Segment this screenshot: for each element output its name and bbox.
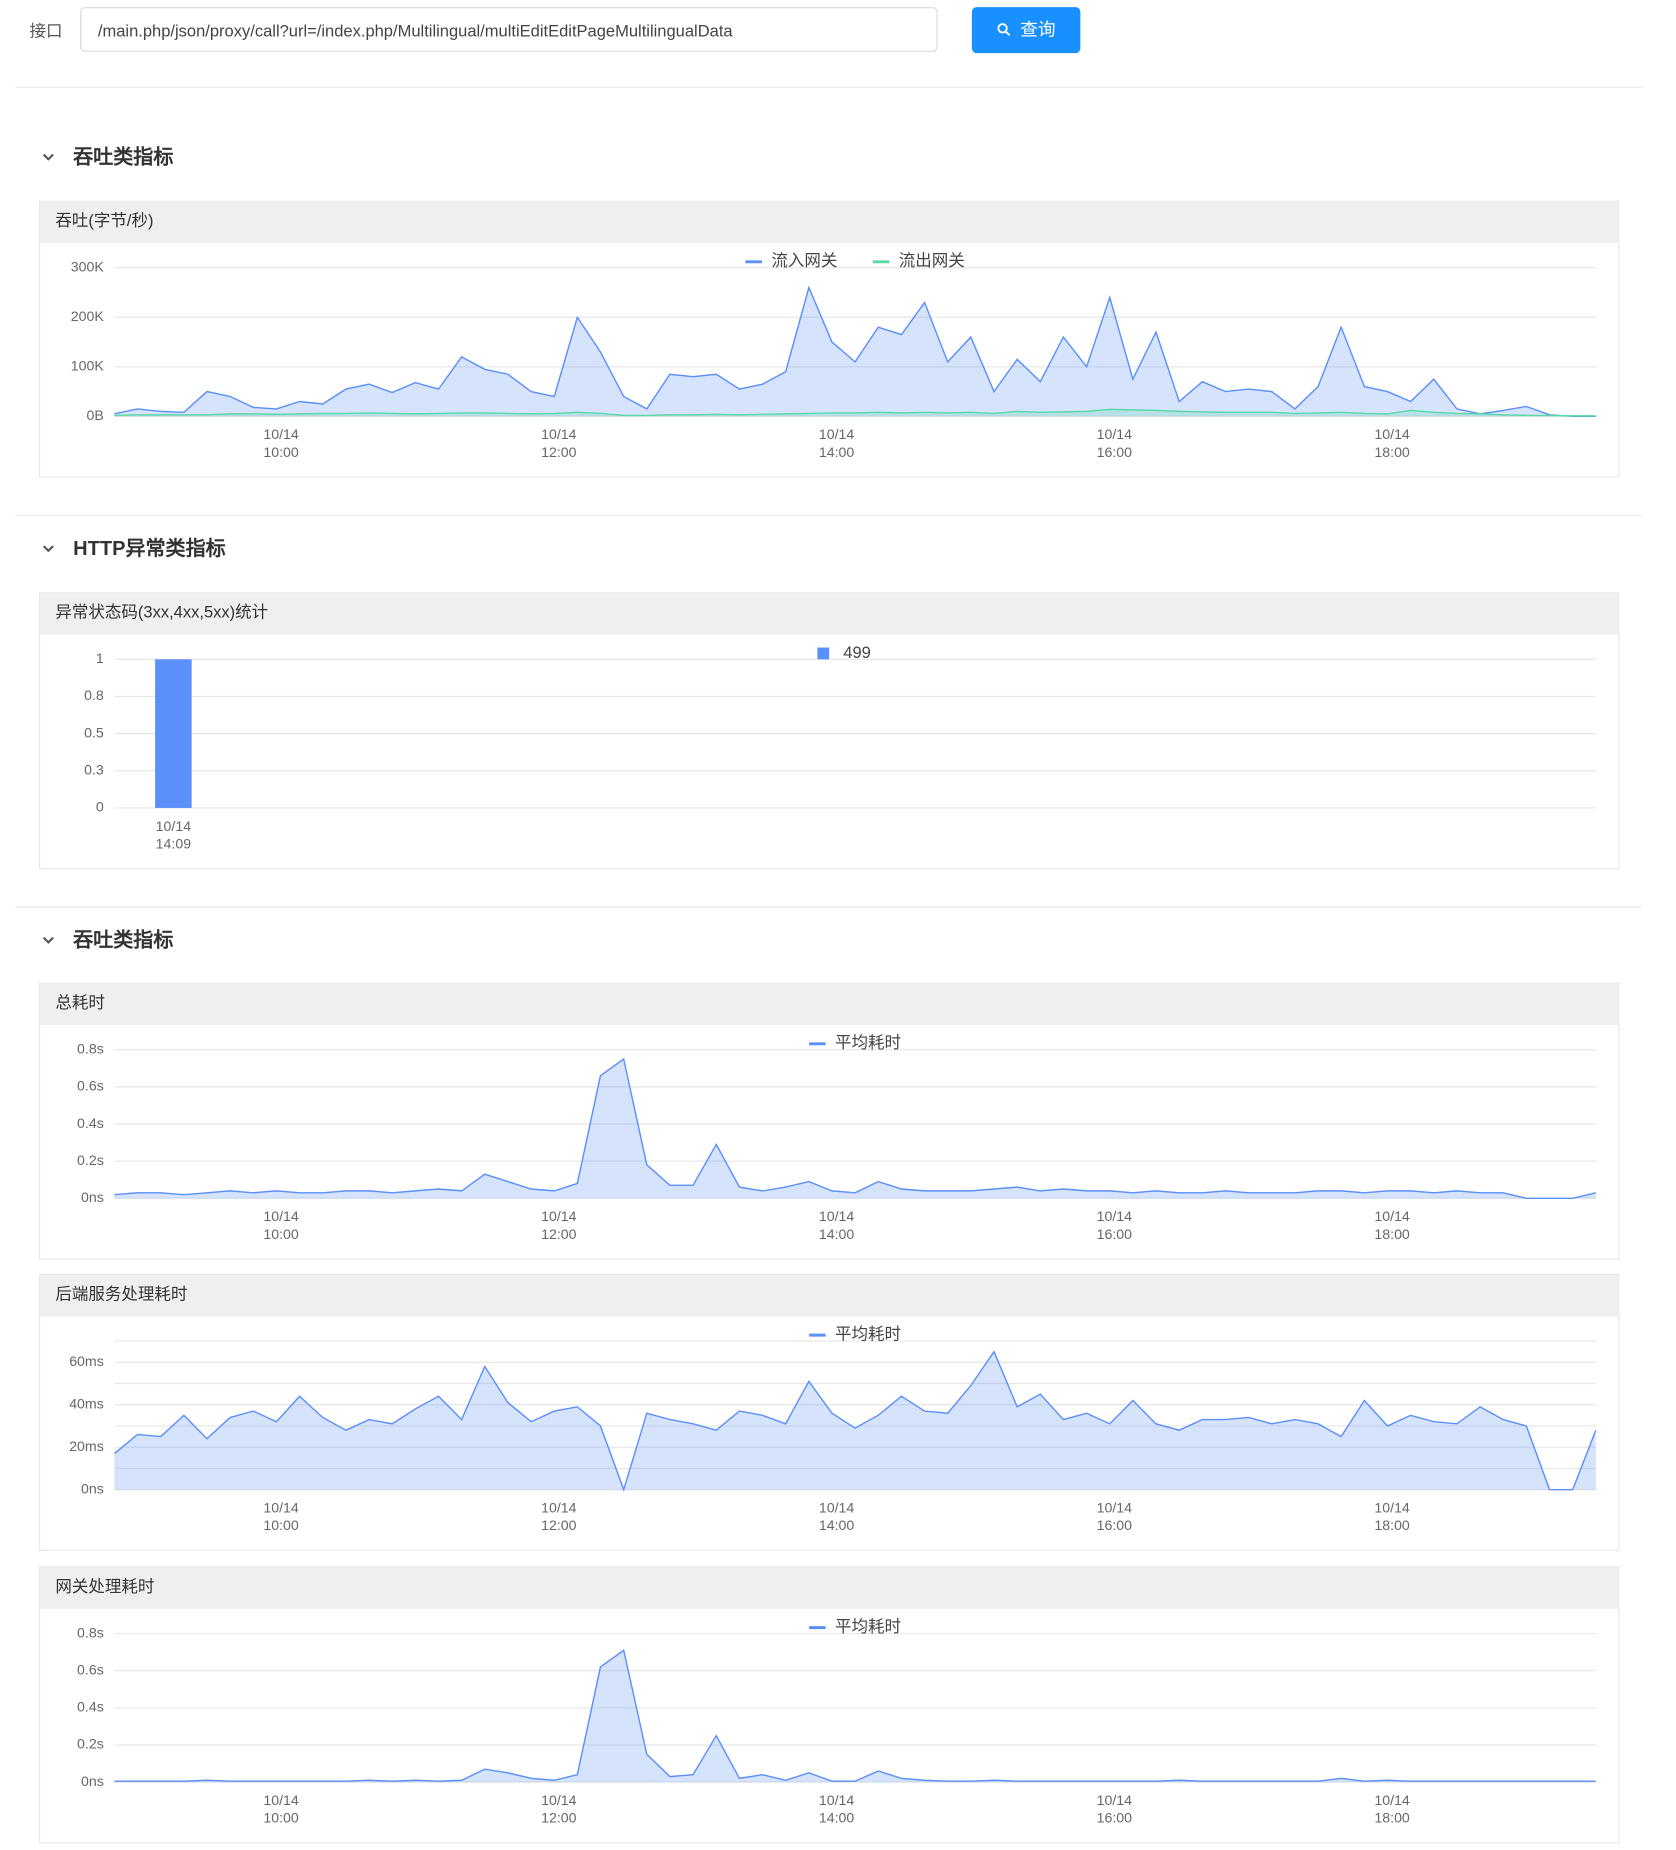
x-tick-label: 10/14 16:00: [1097, 426, 1133, 460]
legend-label: 平均耗时: [835, 1617, 901, 1636]
x-tick-label: 10/14 18:00: [1374, 426, 1410, 460]
y-tick-label: 0: [96, 799, 104, 815]
x-tick-label: 10/14 14:00: [819, 1792, 855, 1826]
collapse-icon: [42, 153, 54, 161]
y-tick-label: 0ns: [81, 1189, 104, 1205]
y-tick-label: 100K: [71, 358, 105, 374]
line: [114, 285, 1596, 418]
y-tick-label: 0.8s: [77, 1040, 104, 1056]
x-tick-label: 10/14 18:00: [1374, 1208, 1410, 1242]
y-tick-label: 0.5: [84, 724, 104, 740]
x-tick-label: 10/14 12:00: [541, 1499, 577, 1533]
legend-label: 平均耗时: [835, 1324, 901, 1343]
y-tick-label: 0.4s: [77, 1115, 104, 1131]
y-tick-label: 0.6s: [77, 1661, 104, 1677]
x-tick-label: 10/14 12:00: [541, 1208, 577, 1242]
section-title: 吞吐类指标: [73, 144, 173, 168]
button-label: 查询: [1020, 20, 1056, 41]
x-tick-label: 10/14 18:00: [1374, 1792, 1410, 1826]
x-tick-label: 10/14 10:00: [263, 1792, 299, 1826]
area: [114, 1351, 1596, 1490]
panel: [38, 982, 1620, 1260]
y-tick-label: 200K: [71, 308, 105, 324]
x-tick-label: 10/14 14:00: [819, 1208, 855, 1242]
y-tick-label: 0.2s: [77, 1736, 104, 1752]
x-tick-label: 10/14 16:00: [1097, 1208, 1133, 1242]
legend-label: 流入网关: [771, 251, 837, 270]
area: [114, 287, 1596, 417]
x-tick-label: 10/14 10:00: [263, 426, 299, 460]
y-tick-label: 0.4s: [77, 1699, 104, 1715]
x-tick-label: 10/14 16:00: [1097, 1499, 1133, 1533]
legend-label: 流出网关: [899, 251, 965, 270]
field-label: 接口: [29, 21, 63, 41]
y-tick-label: 0.8: [84, 687, 104, 703]
x-tick-label: 10/14 14:00: [819, 426, 855, 460]
y-tick-label: 300K: [71, 258, 105, 274]
x-tick-label: 10/14 18:00: [1374, 1499, 1410, 1533]
panel-title: 总耗时: [55, 993, 104, 1012]
section-title: HTTP异常类指标: [73, 536, 226, 560]
x-tick-label: 10/14 14:09: [156, 818, 192, 852]
panel: [38, 1566, 1620, 1844]
url-input[interactable]: /main.php/json/proxy/call?url=/index.php…: [80, 7, 938, 52]
collapse-icon: [42, 545, 54, 553]
y-tick-label: 0B: [86, 407, 103, 423]
legend-swatch: [817, 647, 830, 660]
panel: [38, 200, 1620, 478]
line: [114, 1649, 1596, 1782]
panel: [38, 592, 1620, 870]
panel: [38, 1273, 1620, 1551]
y-tick-label: 60ms: [69, 1353, 104, 1369]
legend-label: 499: [843, 644, 871, 662]
area: [114, 409, 1596, 417]
x-tick-label: 10/14 12:00: [541, 426, 577, 460]
y-tick-label: 40ms: [69, 1395, 104, 1411]
x-tick-label: 10/14 12:00: [541, 1792, 577, 1826]
bar: [155, 659, 192, 808]
y-tick-label: 0.8s: [77, 1624, 104, 1640]
input-value: /main.php/json/proxy/call?url=/index.php…: [97, 21, 733, 41]
panel-header: [40, 983, 1619, 1025]
query-button[interactable]: 查询: [971, 7, 1081, 54]
line: [114, 1057, 1596, 1200]
x-tick-label: 10/14 14:00: [819, 1499, 855, 1533]
panel-title: 异常状态码(3xx,4xx,5xx)统计: [55, 603, 268, 622]
collapse-icon: [42, 936, 54, 944]
line: [114, 408, 1596, 417]
panel-header: [40, 1274, 1619, 1317]
x-tick-label: 10/14 10:00: [263, 1208, 299, 1242]
y-tick-label: 20ms: [69, 1438, 104, 1454]
y-tick-label: 0.6s: [77, 1078, 104, 1094]
panel-header: [40, 201, 1619, 243]
y-tick-label: 0ns: [81, 1773, 104, 1789]
panel-title: 后端服务处理耗时: [55, 1284, 187, 1303]
y-tick-label: 0ns: [81, 1480, 104, 1496]
panel-title: 网关处理耗时: [55, 1577, 154, 1596]
line: [113, 1350, 1597, 1492]
y-tick-label: 1: [96, 650, 104, 666]
x-tick-label: 10/14 10:00: [263, 1499, 299, 1533]
panel-title: 吞吐(字节/秒): [55, 211, 153, 230]
section-title: 吞吐类指标: [73, 927, 173, 951]
search-icon: [997, 23, 1011, 37]
panel-header: [40, 1567, 1619, 1609]
y-tick-label: 0.2s: [77, 1152, 104, 1168]
panel-header: [40, 593, 1619, 635]
y-tick-label: 0.3: [84, 762, 104, 778]
x-tick-label: 10/14 16:00: [1097, 1792, 1133, 1826]
legend-label: 平均耗时: [835, 1033, 901, 1052]
